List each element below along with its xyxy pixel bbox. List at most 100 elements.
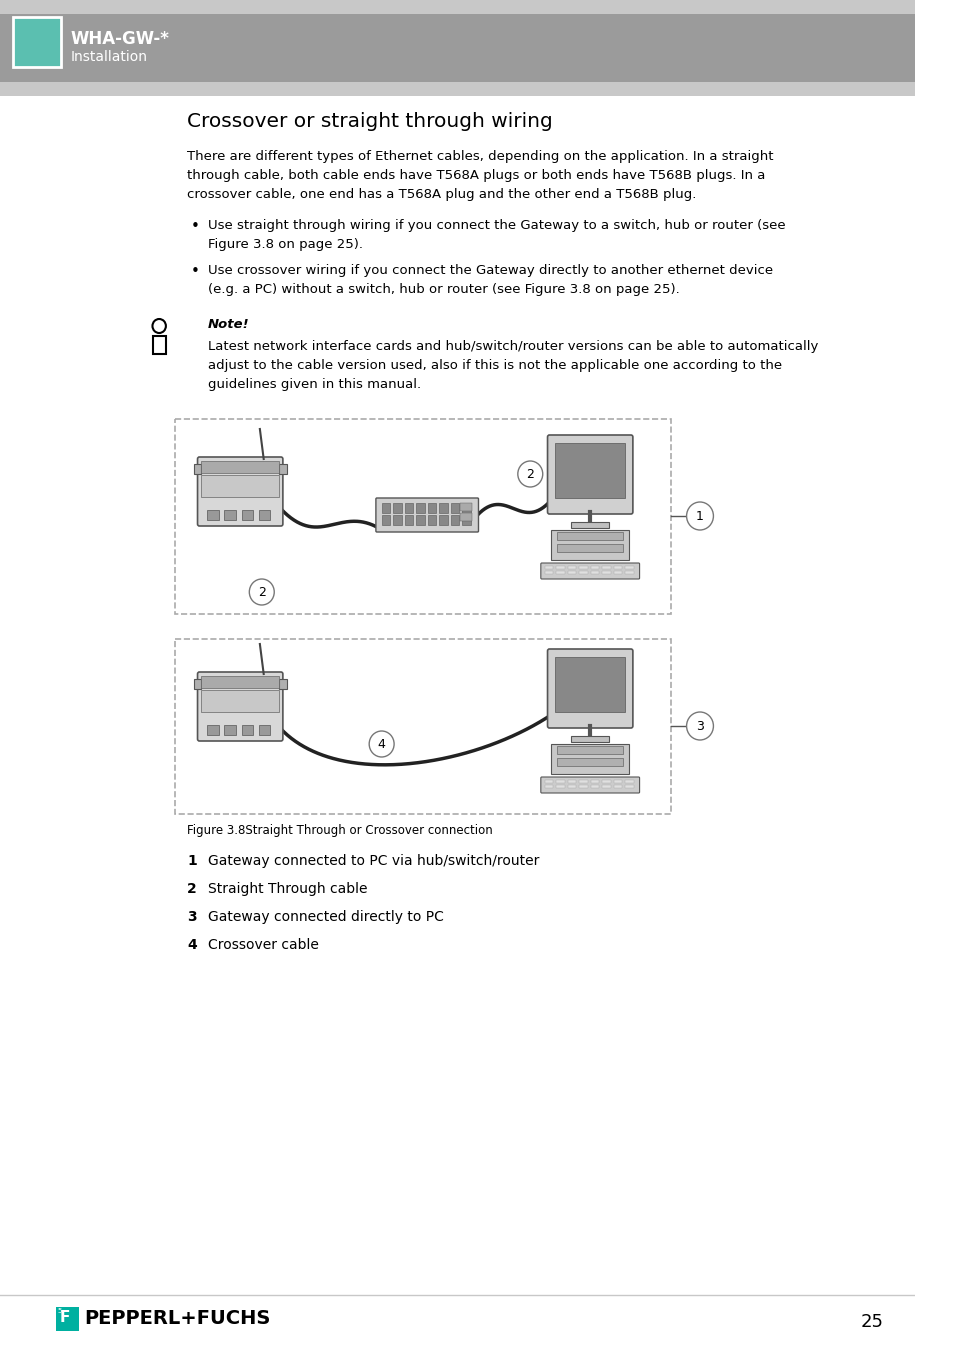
FancyBboxPatch shape — [551, 531, 628, 560]
FancyBboxPatch shape — [567, 571, 576, 574]
FancyBboxPatch shape — [544, 784, 553, 788]
Text: 4: 4 — [377, 737, 385, 751]
FancyBboxPatch shape — [459, 504, 472, 512]
Text: Latest network interface cards and hub/switch/router versions can be able to aut: Latest network interface cards and hub/s… — [208, 340, 818, 352]
FancyBboxPatch shape — [544, 780, 553, 783]
Text: Gateway connected to PC via hub/switch/router: Gateway connected to PC via hub/switch/r… — [208, 855, 538, 868]
FancyBboxPatch shape — [556, 784, 564, 788]
FancyBboxPatch shape — [567, 780, 576, 783]
FancyBboxPatch shape — [613, 784, 621, 788]
FancyBboxPatch shape — [404, 504, 413, 513]
FancyBboxPatch shape — [556, 566, 564, 568]
FancyBboxPatch shape — [393, 504, 401, 513]
FancyBboxPatch shape — [590, 566, 598, 568]
FancyBboxPatch shape — [624, 784, 633, 788]
FancyBboxPatch shape — [197, 672, 283, 741]
FancyBboxPatch shape — [578, 571, 587, 574]
FancyBboxPatch shape — [258, 725, 270, 734]
FancyBboxPatch shape — [461, 504, 471, 513]
Text: 1: 1 — [696, 509, 703, 522]
FancyBboxPatch shape — [544, 571, 553, 574]
FancyBboxPatch shape — [207, 510, 218, 520]
FancyBboxPatch shape — [540, 563, 639, 579]
FancyBboxPatch shape — [241, 510, 253, 520]
FancyBboxPatch shape — [557, 747, 622, 755]
FancyBboxPatch shape — [0, 82, 914, 96]
FancyBboxPatch shape — [601, 784, 610, 788]
FancyBboxPatch shape — [427, 504, 436, 513]
Text: There are different types of Ethernet cables, depending on the application. In a: There are different types of Ethernet ca… — [187, 150, 773, 163]
FancyBboxPatch shape — [438, 514, 447, 525]
FancyBboxPatch shape — [555, 657, 624, 711]
FancyBboxPatch shape — [13, 18, 61, 68]
FancyBboxPatch shape — [578, 566, 587, 568]
FancyBboxPatch shape — [601, 780, 610, 783]
FancyBboxPatch shape — [567, 784, 576, 788]
FancyBboxPatch shape — [201, 475, 278, 497]
FancyBboxPatch shape — [590, 571, 598, 574]
FancyBboxPatch shape — [416, 514, 424, 525]
FancyBboxPatch shape — [193, 679, 201, 688]
FancyBboxPatch shape — [278, 464, 287, 474]
FancyBboxPatch shape — [613, 566, 621, 568]
Text: Note!: Note! — [208, 319, 250, 331]
Text: Figure 3.8 on page 25).: Figure 3.8 on page 25). — [208, 238, 363, 251]
FancyBboxPatch shape — [450, 514, 458, 525]
Text: through cable, both cable ends have T568A plugs or both ends have T568B plugs. I: through cable, both cable ends have T568… — [187, 169, 764, 182]
Text: 3: 3 — [696, 720, 703, 733]
FancyBboxPatch shape — [241, 725, 253, 734]
FancyBboxPatch shape — [624, 566, 633, 568]
Text: PEPPERL+FUCHS: PEPPERL+FUCHS — [84, 1310, 271, 1328]
Text: guidelines given in this manual.: guidelines given in this manual. — [208, 378, 421, 392]
Circle shape — [249, 579, 274, 605]
FancyBboxPatch shape — [224, 725, 235, 734]
FancyBboxPatch shape — [557, 544, 622, 552]
FancyBboxPatch shape — [207, 725, 218, 734]
Circle shape — [686, 711, 713, 740]
FancyBboxPatch shape — [578, 784, 587, 788]
FancyBboxPatch shape — [450, 504, 458, 513]
FancyBboxPatch shape — [427, 514, 436, 525]
FancyBboxPatch shape — [0, 1295, 914, 1350]
Text: 5: 5 — [57, 1308, 62, 1314]
Text: Gateway connected directly to PC: Gateway connected directly to PC — [208, 910, 443, 923]
FancyBboxPatch shape — [624, 571, 633, 574]
FancyBboxPatch shape — [556, 780, 564, 783]
FancyBboxPatch shape — [590, 784, 598, 788]
Text: Crossover or straight through wiring: Crossover or straight through wiring — [187, 112, 552, 131]
FancyBboxPatch shape — [393, 514, 401, 525]
FancyBboxPatch shape — [258, 510, 270, 520]
Text: Use straight through wiring if you connect the Gateway to a switch, hub or route: Use straight through wiring if you conne… — [208, 219, 785, 232]
Circle shape — [369, 730, 394, 757]
FancyBboxPatch shape — [416, 504, 424, 513]
FancyBboxPatch shape — [557, 532, 622, 540]
FancyBboxPatch shape — [613, 780, 621, 783]
FancyBboxPatch shape — [438, 504, 447, 513]
Text: •: • — [191, 219, 199, 234]
FancyBboxPatch shape — [624, 780, 633, 783]
FancyBboxPatch shape — [201, 460, 278, 472]
FancyBboxPatch shape — [201, 676, 278, 688]
FancyBboxPatch shape — [459, 513, 472, 521]
FancyBboxPatch shape — [590, 780, 598, 783]
FancyBboxPatch shape — [381, 514, 390, 525]
Text: Straight Through cable: Straight Through cable — [208, 882, 367, 896]
Text: •: • — [191, 265, 199, 279]
FancyBboxPatch shape — [381, 504, 390, 513]
FancyBboxPatch shape — [567, 566, 576, 568]
Text: 4: 4 — [187, 938, 196, 952]
Circle shape — [517, 460, 542, 487]
FancyBboxPatch shape — [578, 780, 587, 783]
FancyBboxPatch shape — [224, 510, 235, 520]
Text: adjust to the cable version used, also if this is not the applicable one accordi: adjust to the cable version used, also i… — [208, 359, 781, 373]
Text: 25: 25 — [861, 1314, 883, 1331]
Text: 1: 1 — [187, 855, 196, 868]
FancyBboxPatch shape — [0, 0, 914, 14]
FancyBboxPatch shape — [556, 571, 564, 574]
FancyBboxPatch shape — [0, 14, 914, 82]
FancyBboxPatch shape — [555, 443, 624, 498]
Text: 3: 3 — [187, 910, 196, 923]
FancyBboxPatch shape — [544, 566, 553, 568]
FancyBboxPatch shape — [175, 418, 671, 614]
FancyBboxPatch shape — [557, 757, 622, 765]
